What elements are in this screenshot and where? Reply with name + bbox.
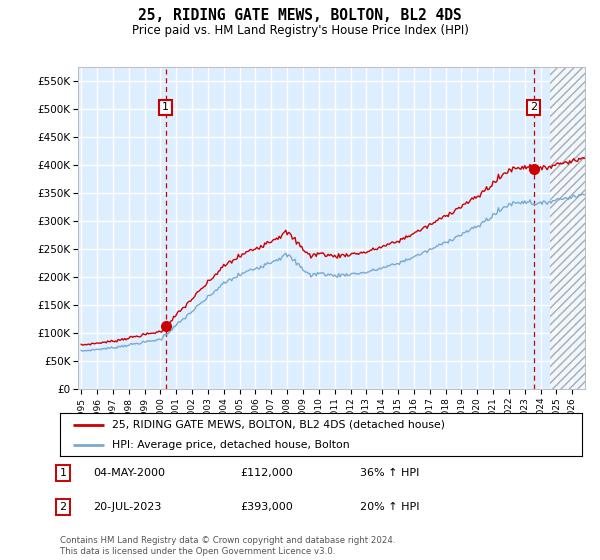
Text: Price paid vs. HM Land Registry's House Price Index (HPI): Price paid vs. HM Land Registry's House … (131, 24, 469, 36)
Text: 1: 1 (162, 102, 169, 113)
Text: £112,000: £112,000 (240, 468, 293, 478)
Text: Contains HM Land Registry data © Crown copyright and database right 2024.
This d: Contains HM Land Registry data © Crown c… (60, 536, 395, 556)
Text: 20-JUL-2023: 20-JUL-2023 (93, 502, 161, 512)
Text: £393,000: £393,000 (240, 502, 293, 512)
Text: 20% ↑ HPI: 20% ↑ HPI (360, 502, 419, 512)
Text: 25, RIDING GATE MEWS, BOLTON, BL2 4DS: 25, RIDING GATE MEWS, BOLTON, BL2 4DS (138, 8, 462, 24)
Text: 04-MAY-2000: 04-MAY-2000 (93, 468, 165, 478)
Text: 2: 2 (530, 102, 537, 113)
Text: 2: 2 (59, 502, 67, 512)
Text: 1: 1 (59, 468, 67, 478)
Text: HPI: Average price, detached house, Bolton: HPI: Average price, detached house, Bolt… (112, 441, 350, 450)
Text: 25, RIDING GATE MEWS, BOLTON, BL2 4DS (detached house): 25, RIDING GATE MEWS, BOLTON, BL2 4DS (d… (112, 420, 445, 430)
Text: 36% ↑ HPI: 36% ↑ HPI (360, 468, 419, 478)
